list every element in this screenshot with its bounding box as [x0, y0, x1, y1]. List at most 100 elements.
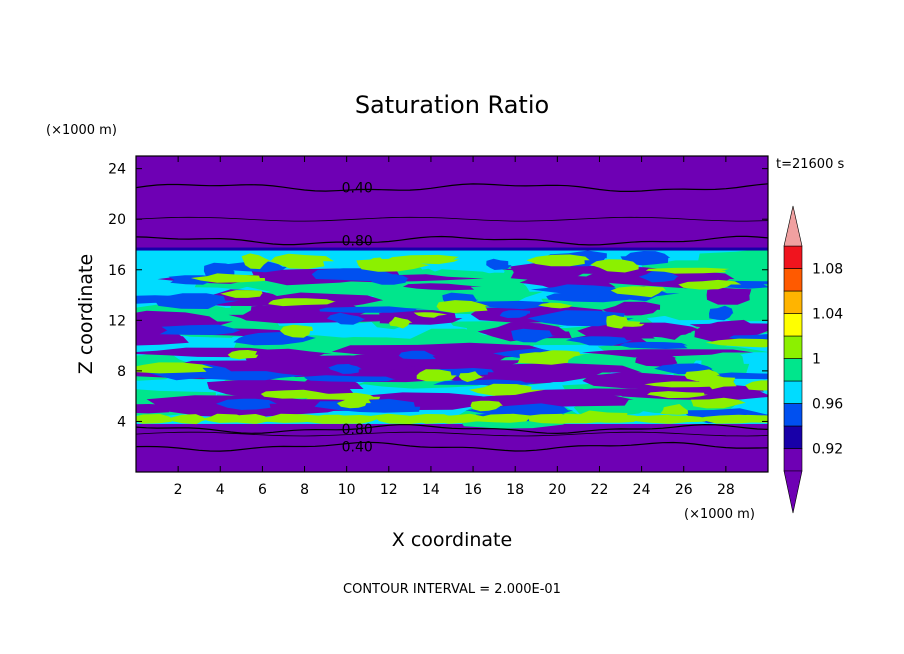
field-patch	[389, 316, 413, 329]
field-patch	[433, 379, 536, 385]
field-patch	[166, 414, 211, 425]
colorbar-under-arrow	[783, 470, 803, 514]
contour-line	[136, 183, 768, 192]
field-patch	[606, 314, 628, 329]
field-patch	[241, 253, 273, 270]
field-patch	[220, 290, 263, 298]
field-patch	[319, 306, 430, 313]
field-patch	[430, 413, 495, 424]
colorbar: 0.92 0.96 1 1.04 1.08	[783, 205, 843, 514]
field-patch	[458, 371, 485, 382]
field-patch	[336, 397, 371, 409]
contour-label: 0.80	[342, 234, 373, 250]
field-patch	[303, 375, 396, 382]
colorbar-bin	[783, 448, 803, 472]
saturation-field	[136, 247, 768, 429]
time-label: t=21600 s	[776, 157, 844, 172]
field-patch	[610, 286, 666, 298]
y-axis-label: Z coordinate	[75, 254, 97, 374]
field-patch	[136, 414, 173, 424]
field-patch	[469, 383, 546, 396]
field-patch	[371, 413, 428, 424]
x-tick-label: 18	[506, 482, 524, 498]
colorbar-label: 0.96	[812, 397, 843, 413]
contour-label: 0.40	[342, 181, 373, 197]
contour-line	[136, 423, 768, 435]
plot-area	[136, 156, 768, 472]
field-patch	[709, 305, 734, 321]
field-patch	[726, 414, 768, 423]
x-axis: 2 4 6 8 10 12 14 16 18 20 22 24 26 28	[174, 156, 735, 498]
field-patch	[356, 258, 431, 272]
x-tick-label: 2	[174, 482, 183, 498]
x-tick-label: 4	[216, 482, 225, 498]
field-patch	[602, 301, 661, 316]
field-patch	[470, 413, 534, 423]
x-tick-label: 24	[633, 482, 651, 498]
field-patch	[398, 350, 436, 360]
field-patch	[136, 347, 317, 358]
colorbar-bin	[783, 425, 803, 449]
x-tick-label: 20	[548, 482, 566, 498]
field-patch	[136, 325, 189, 346]
contour-line	[136, 235, 768, 246]
field-patch	[645, 267, 730, 274]
field-patch	[705, 338, 768, 348]
colorbar-bin	[783, 245, 803, 269]
y-tick-label: 8	[117, 364, 126, 380]
field-patch	[402, 283, 482, 291]
contour-line-minor	[136, 431, 768, 437]
x-tick-label: 16	[464, 482, 482, 498]
field-patch	[470, 400, 503, 412]
field-patch	[154, 293, 239, 309]
plot-frame	[135, 155, 769, 473]
contour-label: 0.40	[342, 440, 373, 456]
field-patch	[678, 279, 742, 290]
colorbar-label: 0.92	[812, 442, 843, 458]
field-patch	[136, 362, 214, 374]
x-tick-label: 26	[675, 482, 693, 498]
contour-labels: 0.40 0.80 0.80 0.40	[342, 181, 373, 456]
field-patch	[328, 364, 360, 371]
field-patch	[190, 273, 266, 283]
contour-label: 0.80	[342, 422, 373, 438]
field-patch	[590, 259, 639, 273]
field-patch	[638, 270, 679, 283]
field-patch	[159, 324, 241, 335]
field-patch	[436, 300, 490, 313]
field-patch	[270, 253, 335, 269]
field-patch	[416, 369, 457, 382]
field-patch	[565, 336, 633, 346]
field-patch	[619, 341, 688, 349]
x-tick-label: 6	[258, 482, 267, 498]
y-tick-label: 16	[108, 263, 126, 279]
colorbar-over-arrow	[783, 205, 803, 247]
field-patch	[660, 404, 689, 415]
field-patch	[745, 380, 768, 391]
field-patch	[589, 414, 637, 423]
colorbar-bin	[783, 358, 803, 382]
y-tick-label: 4	[117, 414, 126, 430]
y-unit-label: (×1000 m)	[46, 123, 117, 138]
field-patch	[413, 312, 448, 318]
x-tick-label: 8	[300, 482, 309, 498]
colorbar-bin	[783, 380, 803, 404]
field-patch	[486, 258, 512, 270]
field-patch	[690, 397, 747, 409]
contour-line-minor	[136, 216, 768, 222]
field-patch	[706, 287, 752, 305]
field-patch	[216, 398, 277, 410]
x-tick-label: 22	[591, 482, 609, 498]
field-patch	[510, 262, 586, 282]
field-patch	[647, 391, 708, 399]
field-patch	[581, 349, 754, 358]
y-axis: 4 8 12 16 20 24	[108, 162, 768, 430]
field-patch	[136, 404, 173, 414]
contour-interval-footer: CONTOUR INTERVAL = 2.000E-01	[343, 582, 561, 597]
field-patch	[698, 374, 737, 390]
colorbar-bin	[783, 335, 803, 359]
field-patch	[280, 324, 313, 338]
field-patch	[326, 312, 366, 325]
contour-line	[136, 441, 768, 452]
